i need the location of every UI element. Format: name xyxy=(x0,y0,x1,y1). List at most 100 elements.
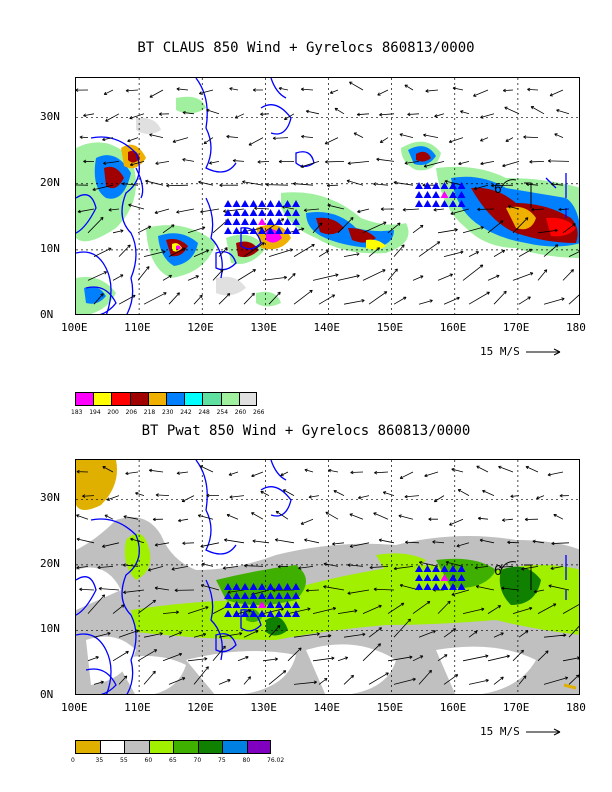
wind-arrow xyxy=(501,518,514,522)
gyre-marker xyxy=(241,610,249,617)
wind-arrow xyxy=(493,676,504,685)
wind-arrow xyxy=(262,657,279,662)
colorbar-swatch xyxy=(75,740,100,754)
gyre-marker xyxy=(283,592,292,599)
colorbar-label: 0 xyxy=(71,757,75,764)
gyre-marker xyxy=(266,200,275,207)
gyre-marker xyxy=(449,574,457,581)
wind-arrow xyxy=(334,107,345,115)
wind-arrow xyxy=(177,518,189,523)
wind-arrow xyxy=(145,179,164,186)
gyre-marker xyxy=(283,200,292,207)
gyre-marker xyxy=(415,200,423,207)
wind-arrow xyxy=(418,669,432,685)
gyre-marker xyxy=(241,227,249,234)
wind-arrow xyxy=(393,296,407,305)
wind-arrow xyxy=(206,108,220,115)
x-tick-label: 170E xyxy=(502,701,530,714)
wind-arrow xyxy=(123,589,145,595)
gyre-marker xyxy=(224,200,232,207)
wind-arrow xyxy=(493,290,507,305)
colorbar-swatch xyxy=(220,392,239,406)
wind-arrow xyxy=(502,161,520,168)
wind-arrow xyxy=(562,604,579,614)
wind-arrow xyxy=(174,588,195,593)
colorbar-label: 260 xyxy=(234,409,247,416)
wind-arrow xyxy=(105,113,120,122)
wind-arrow xyxy=(337,217,354,234)
scale-arrow-icon xyxy=(526,348,561,356)
wind-arrow xyxy=(199,465,214,473)
gyre-marker xyxy=(449,182,457,189)
wind-arrow xyxy=(208,161,220,165)
gyre-marker xyxy=(224,583,232,590)
wind-arrow xyxy=(568,250,579,257)
gyre-markers xyxy=(224,182,466,234)
wind-arrow xyxy=(356,112,370,117)
wind-arrow xyxy=(378,538,395,544)
wind-arrow xyxy=(549,89,564,97)
wind-arrow xyxy=(222,566,239,570)
gyre-marker xyxy=(258,200,266,207)
gyre-marker xyxy=(283,227,292,234)
wind-arrow xyxy=(176,208,195,214)
wind-arrow xyxy=(487,274,500,281)
wind-arrow xyxy=(125,88,139,93)
gyre-marker xyxy=(258,610,266,617)
wind-arrow xyxy=(198,89,214,95)
wind-arrow xyxy=(405,540,420,545)
gyre-marker xyxy=(423,583,432,590)
wind-arrow xyxy=(474,565,489,570)
gyre-marker xyxy=(266,227,275,234)
wind-arrow xyxy=(568,674,579,685)
wind-arrow xyxy=(475,585,495,591)
wind-arrow xyxy=(200,208,220,214)
y-tick-label: 20N xyxy=(40,175,60,189)
wind-arrow xyxy=(251,471,264,478)
gyre-marker xyxy=(415,182,423,189)
wind-arrow xyxy=(102,542,120,548)
x-tick-label: 100E xyxy=(61,321,88,334)
gyre-marker xyxy=(258,583,266,590)
y-tick-label: 30N xyxy=(40,109,60,123)
gyre-marker xyxy=(423,565,432,572)
wind-arrow xyxy=(347,589,370,595)
wind-arrow xyxy=(300,518,314,525)
wind-arrow xyxy=(83,159,95,164)
gyre-marker xyxy=(275,227,283,234)
gyre-marker xyxy=(232,218,241,225)
wind-arrow xyxy=(449,518,464,526)
y-tick-label: 10N xyxy=(40,241,60,255)
wind-arrow xyxy=(305,109,320,115)
wind-arrow xyxy=(512,217,529,234)
wind-arrow xyxy=(523,135,539,139)
wind-arrow xyxy=(443,628,457,638)
gyre-marker xyxy=(449,565,457,572)
gyre-marker xyxy=(432,583,440,590)
wind-arrow xyxy=(254,206,270,211)
wind-arrow xyxy=(349,542,370,548)
wind-arrow xyxy=(482,489,495,496)
wind-arrow xyxy=(218,293,231,305)
gyre-marker xyxy=(423,191,432,198)
wind-arrow xyxy=(104,514,114,520)
wind-arrow xyxy=(193,294,203,305)
wind-arrow xyxy=(232,158,245,163)
gyre-marker xyxy=(440,182,449,189)
wind-arrow xyxy=(193,632,207,638)
wind-arrow xyxy=(529,160,545,164)
wind-arrow xyxy=(312,273,339,281)
wind-arrow xyxy=(237,269,256,281)
wind-arrow xyxy=(458,161,470,166)
wind-arrow xyxy=(512,606,533,614)
wind-arrow xyxy=(537,228,558,234)
wind-arrow xyxy=(182,110,195,115)
wind-arrow xyxy=(337,609,358,614)
wind-arrow xyxy=(349,513,364,520)
wind-arrow xyxy=(368,627,382,638)
gyre-marker xyxy=(292,218,300,225)
y-tick-label: 20N xyxy=(40,556,60,570)
wind-arrow xyxy=(268,625,281,638)
wind-arrow xyxy=(274,538,295,544)
wind-arrow xyxy=(318,294,336,305)
